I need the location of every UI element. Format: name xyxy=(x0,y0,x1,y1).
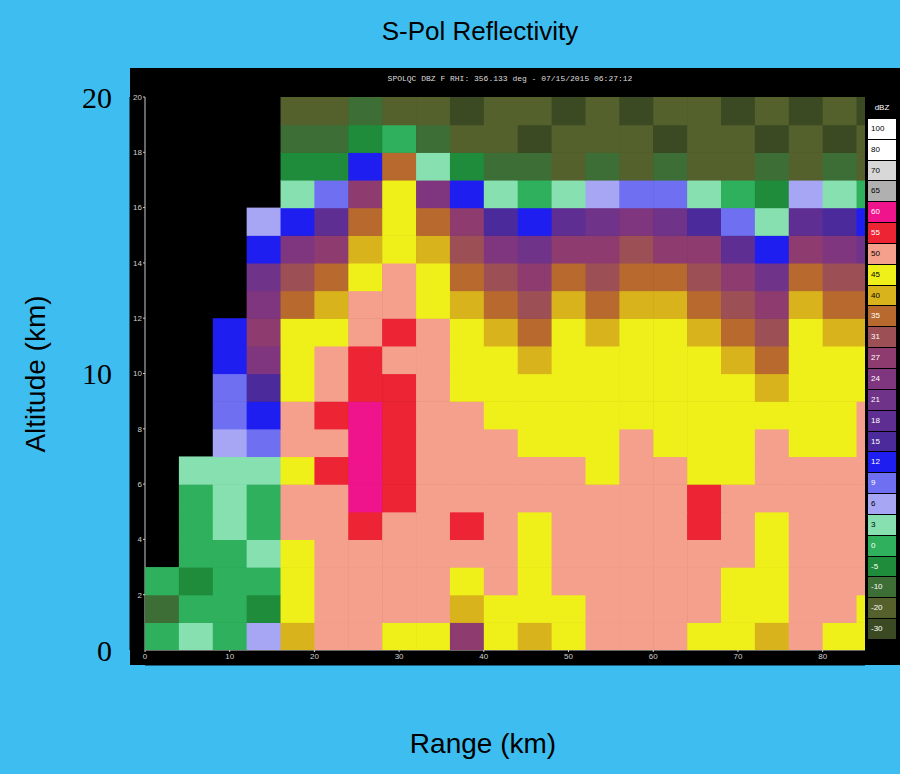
svg-text:0: 0 xyxy=(143,652,148,661)
html-text:70: 70 xyxy=(871,165,880,175)
svg-text:16: 16 xyxy=(133,203,142,212)
svg-text:80: 80 xyxy=(818,652,827,661)
svg-text:60: 60 xyxy=(649,652,658,661)
svg-text:8: 8 xyxy=(138,425,143,434)
html-text:24: 24 xyxy=(871,374,880,383)
html-text:12: 12 xyxy=(871,457,880,467)
html-text:SPOLQC DBZ F RHI: 356.133 deg: SPOLQC DBZ F RHI: 356.133 deg - 07/15/20… xyxy=(387,74,633,83)
html-text:65: 65 xyxy=(871,186,880,196)
svg-text:6: 6 xyxy=(138,480,143,489)
html-text:dBZ: dBZ xyxy=(874,103,890,112)
svg-text:4: 4 xyxy=(138,535,143,544)
svg-text:18: 18 xyxy=(133,148,142,157)
svg-text:40: 40 xyxy=(479,652,488,661)
html-text:35: 35 xyxy=(871,311,880,321)
html-text:15: 15 xyxy=(871,436,880,446)
html-text:3: 3 xyxy=(871,519,876,529)
svg-text:12: 12 xyxy=(133,314,142,323)
html-text:-20: -20 xyxy=(871,603,883,613)
svg-text:70: 70 xyxy=(733,652,742,661)
html-text:55: 55 xyxy=(871,228,880,238)
html-text:50: 50 xyxy=(871,248,880,258)
html-text:40: 40 xyxy=(871,290,880,300)
svg-text:14: 14 xyxy=(133,259,142,268)
html-text:60: 60 xyxy=(871,207,880,217)
svg-text:0: 0 xyxy=(97,634,112,667)
html-text:-10: -10 xyxy=(871,582,883,592)
svg-text:50: 50 xyxy=(564,652,573,661)
svg-text:10: 10 xyxy=(82,357,112,390)
html-text:-5: -5 xyxy=(871,561,879,571)
html-text:27: 27 xyxy=(871,353,880,363)
svg-text:10: 10 xyxy=(133,369,142,378)
html-text:31: 31 xyxy=(871,332,880,342)
html-text:21: 21 xyxy=(871,394,880,404)
svg-text:20: 20 xyxy=(133,93,142,102)
html-text:45: 45 xyxy=(871,269,880,279)
html-text:100: 100 xyxy=(871,123,885,133)
html-text:18: 18 xyxy=(871,415,880,425)
html-text:80: 80 xyxy=(871,144,880,154)
svg-text:10: 10 xyxy=(225,652,234,661)
html-text:6: 6 xyxy=(871,499,876,509)
html-text:Range (km): Range (km) xyxy=(409,728,557,759)
svg-text:20: 20 xyxy=(310,652,319,661)
html-text:Altitude (km): Altitude (km) xyxy=(20,294,51,453)
html-text:S-Pol Reflectivity: S-Pol Reflectivity xyxy=(381,16,579,46)
svg-text:20: 20 xyxy=(82,81,112,114)
html-text:-30: -30 xyxy=(871,624,883,634)
svg-text:30: 30 xyxy=(395,652,404,661)
html-text:0: 0 xyxy=(871,540,876,550)
html-text:9: 9 xyxy=(871,478,876,488)
svg-text:2: 2 xyxy=(138,591,143,600)
